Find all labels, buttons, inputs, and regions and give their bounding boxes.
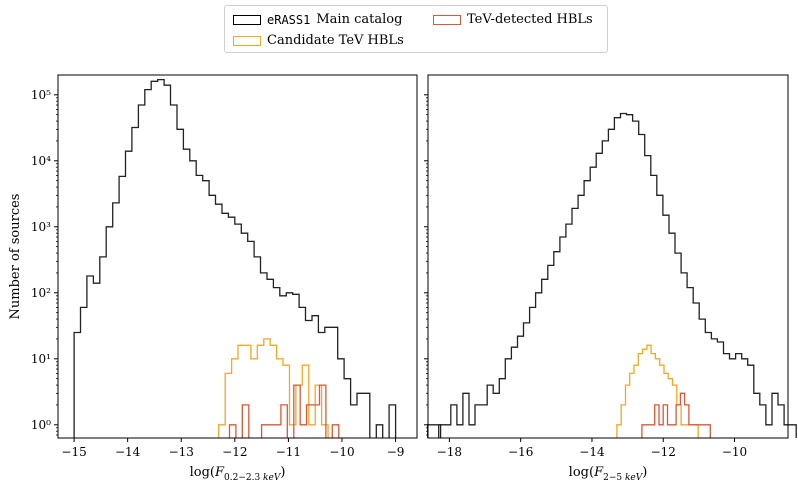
legend-label-candidate: Candidate TeV HBLs [267,33,404,48]
legend: eRASS1 Main catalog Candidate TeV HBLs T… [224,5,608,53]
xtick-label-right-3: −12 [651,445,676,459]
legend-item-main: eRASS1 Main catalog [233,12,402,27]
xtick-label-left-0: −15 [61,445,86,459]
xtick-label-left-1: −14 [115,445,141,459]
legend-label-tevdetected: TeV-detected HBLs [467,12,593,27]
panel-left: −15 −14 −13 −12 −11 −10 −9 10⁰ 10¹ 10² 10³ 10⁴ 10⁵ lo… [8,74,442,483]
ytick-label-left-5: 10⁵ [31,88,51,102]
ytick-label-left-4: 10⁴ [31,154,51,168]
xtick-label-left-3: −12 [222,445,247,459]
legend-swatch-tevdetected [433,14,461,25]
xtick-label-right-2: −14 [579,445,605,459]
xtick-label-left-2: −13 [169,445,194,459]
xtick-label-left-6: −9 [387,445,405,459]
panel-right: −18 −16 −14 −12 −10 log(F2−5 keV) [424,74,797,483]
histogram-left-series-0 [73,78,442,438]
legend-label-main: Main catalog [316,12,403,27]
legend-item-tevdetected: TeV-detected HBLs [433,12,593,27]
ytick-label-left-3: 10³ [31,220,51,234]
legend-swatch-main [233,14,261,25]
histogram-right-series-2 [641,392,711,438]
histogram-left-series-2 [228,384,340,438]
xaxis-label-left: log(F0.2−2.3 keV) [190,465,286,483]
yaxis-label-left: Number of sources [8,194,23,320]
axes-frame-right [427,74,789,439]
xaxis-label-right: log(F2−5 keV) [569,465,648,483]
ytick-label-left-0: 10⁰ [31,418,51,432]
xtick-label-left-5: −10 [329,445,354,459]
histogram-right-series-0 [438,112,797,438]
legend-item-candidate: Candidate TeV HBLs [233,33,404,48]
xtick-label-right-0: −18 [437,445,462,459]
histogram-right-series-1 [616,344,699,438]
xtick-label-right-1: −16 [508,445,533,459]
histogram-left-series-1 [218,338,329,438]
ytick-label-left-1: 10¹ [31,352,51,366]
xtick-label-right-4: −10 [722,445,747,459]
ytick-label-left-2: 10² [31,286,51,300]
axes-frame-left [57,74,418,439]
legend-code: eRASS1 [267,12,311,27]
xtick-label-left-4: −11 [276,445,301,459]
legend-swatch-candidate [233,35,261,46]
